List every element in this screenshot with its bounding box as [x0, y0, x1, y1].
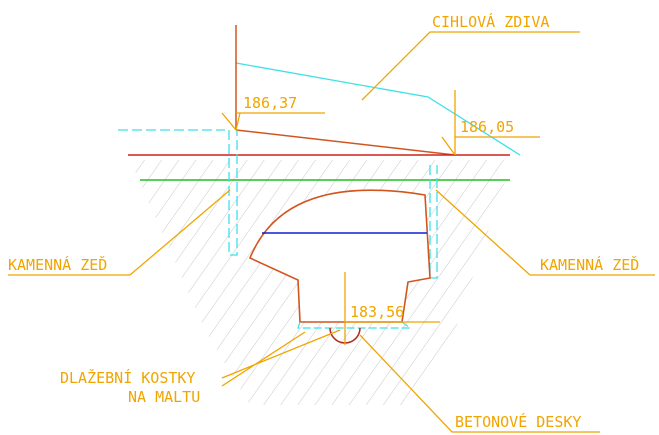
label: KAMENNÁ ZEĎ: [540, 255, 639, 274]
section-drawing: CIHLOVÁ ZDIVA 186,37 186,05 KAMENNÁ ZEĎ …: [0, 0, 659, 435]
label: KAMENNÁ ZEĎ: [8, 255, 107, 274]
leader: [362, 32, 580, 100]
level-label: 186,37: [243, 94, 297, 112]
label: CIHLOVÁ ZDIVA: [432, 12, 549, 31]
level-label: 183,56: [350, 303, 404, 321]
level-label: 186,05: [460, 118, 514, 136]
label: NA MALTU: [128, 388, 200, 406]
label: BETONOVÉ DESKY: [455, 412, 581, 431]
label: DLAŽEBNÍ KOSTKY: [60, 368, 195, 387]
